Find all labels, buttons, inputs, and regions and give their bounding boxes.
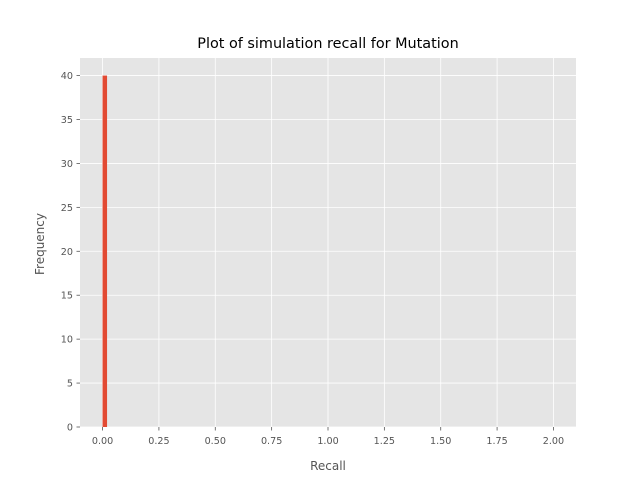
- y-tick-label: 0: [67, 423, 73, 434]
- y-tick-label: 25: [61, 203, 73, 214]
- x-tick-label: 1.50: [430, 436, 451, 447]
- x-axis-ticks: 0.00 0.25 0.50 0.75 1.00 1.25 1.50 1.75 2.00: [92, 427, 564, 447]
- y-axis-label: Frequency: [33, 213, 47, 275]
- x-tick-label: 0.50: [205, 436, 226, 447]
- y-tick-label: 15: [61, 291, 73, 302]
- y-tick-label: 35: [61, 115, 73, 126]
- x-tick-label: 1.25: [374, 436, 395, 447]
- y-tick-label: 5: [67, 379, 73, 390]
- x-tick-label: 0.00: [92, 436, 113, 447]
- y-tick-label: 10: [61, 335, 73, 346]
- x-tick-label: 1.75: [486, 436, 507, 447]
- x-axis-label: Recall: [310, 459, 346, 473]
- histogram-bar: [102, 75, 108, 428]
- y-axis-ticks: 0 5 10 15 20 25 30 35 40: [61, 71, 80, 434]
- chart-title: Plot of simulation recall for Mutation: [197, 36, 458, 52]
- x-tick-label: 2.00: [543, 436, 564, 447]
- x-tick-label: 0.25: [148, 436, 169, 447]
- x-tick-label: 1.00: [317, 436, 338, 447]
- bars: [102, 75, 108, 428]
- y-tick-label: 40: [61, 71, 73, 82]
- y-tick-label: 20: [61, 247, 73, 258]
- y-tick-label: 30: [61, 159, 73, 170]
- x-tick-label: 0.75: [261, 436, 282, 447]
